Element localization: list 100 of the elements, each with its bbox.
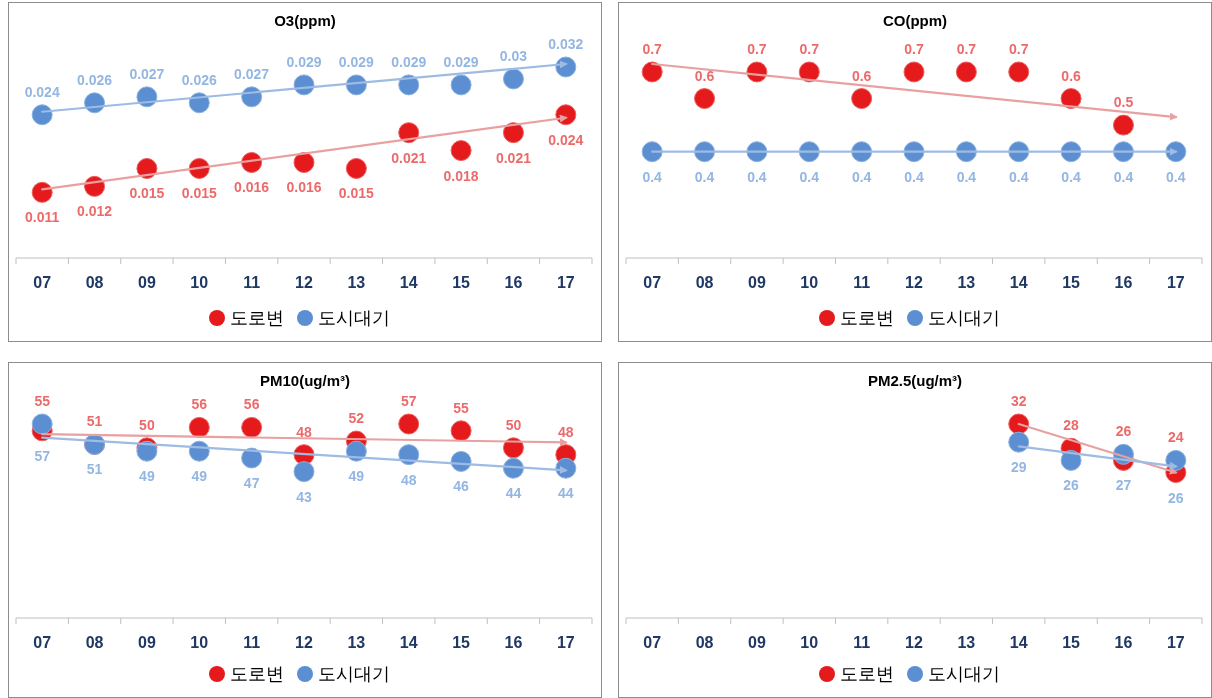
x-tick-label: 07 [643, 634, 662, 651]
data-label: 0.4 [851, 168, 872, 185]
data-label: 51 [86, 413, 103, 430]
point [31, 413, 53, 435]
point [188, 416, 210, 438]
data-label: 0.6 [851, 67, 872, 84]
point [398, 413, 420, 435]
legend-label: 도로변 [230, 664, 284, 684]
point [345, 157, 367, 179]
point [293, 151, 315, 173]
data-label: 48 [400, 471, 417, 488]
x-tick-label: 13 [347, 274, 366, 291]
data-label: 50 [139, 416, 155, 433]
data-label: 0.021 [391, 149, 427, 166]
data-label: 0.7 [1008, 40, 1029, 57]
chart-title: O3(ppm) [274, 12, 336, 29]
data-label: 32 [1010, 393, 1027, 409]
data-label: 56 [243, 396, 260, 413]
data-label: 55 [34, 393, 51, 409]
data-label: 50 [505, 416, 522, 433]
legend-label: 도시대기 [928, 308, 1000, 328]
data-label: 0.4 [694, 168, 715, 185]
x-tick-label: 12 [295, 634, 313, 651]
data-label: 44 [558, 485, 574, 502]
data-label: 0.032 [548, 35, 584, 52]
data-label: 0.4 [799, 168, 820, 185]
point [798, 61, 820, 83]
point [955, 61, 977, 83]
legend-label: 도로변 [230, 308, 284, 328]
x-tick-label: 09 [748, 274, 766, 291]
data-label: 0.5 [1113, 94, 1134, 111]
data-label: 0.6 [1061, 67, 1082, 84]
data-label: 51 [86, 461, 103, 478]
x-tick-label: 16 [504, 274, 523, 291]
x-tick-label: 10 [800, 274, 819, 291]
point [241, 416, 263, 438]
point [1008, 61, 1030, 83]
data-label: 0.016 [234, 179, 270, 196]
x-tick-label: 11 [243, 274, 261, 291]
point [851, 88, 873, 110]
point [1008, 431, 1030, 453]
x-tick-label: 15 [1062, 634, 1081, 651]
x-tick-label: 14 [399, 634, 418, 651]
data-label: 0.4 [747, 168, 767, 185]
data-label: 46 [453, 478, 470, 495]
point [1112, 114, 1134, 136]
point [293, 461, 315, 483]
data-label: 0.015 [338, 185, 375, 202]
data-label: 49 [191, 468, 208, 485]
x-tick-label: 15 [452, 634, 471, 651]
point [31, 181, 53, 203]
data-label: 29 [1010, 459, 1027, 476]
data-label: 0.027 [129, 65, 165, 82]
data-label: 0.4 [642, 168, 663, 185]
point [903, 61, 925, 83]
data-label: 57 [34, 447, 51, 464]
data-label: 0.015 [181, 185, 217, 202]
data-label: 0.029 [286, 53, 322, 70]
legend-label: 도로변 [840, 664, 894, 684]
x-tick-label: 11 [853, 274, 871, 291]
data-label: 47 [243, 475, 260, 492]
data-label: 27 [1115, 477, 1132, 494]
chart-title: CO(ppm) [882, 12, 948, 29]
x-tick-label: 07 [33, 274, 52, 291]
data-label: 26 [1115, 423, 1132, 440]
data-label: 0.6 [694, 67, 715, 84]
x-tick-label: 14 [399, 274, 418, 291]
x-tick-label: 17 [1166, 274, 1185, 291]
data-label: 0.03 [499, 47, 528, 64]
data-label: 0.4 [1061, 168, 1082, 185]
point [241, 447, 263, 469]
x-tick-label: 13 [347, 634, 366, 651]
chart-title: PM10(ug/m³) [260, 372, 350, 389]
point [502, 68, 524, 90]
x-tick-label: 09 [138, 274, 156, 291]
point [450, 74, 472, 96]
x-tick-label: 16 [504, 634, 523, 651]
data-label: 0.7 [642, 40, 663, 57]
data-label: 0.029 [443, 53, 479, 70]
x-tick-label: 08 [695, 274, 714, 291]
data-label: 0.029 [391, 53, 427, 70]
x-tick-label: 17 [556, 274, 575, 291]
legend-label: 도시대기 [318, 664, 390, 684]
x-tick-label: 15 [1062, 274, 1081, 291]
chart-title: PM2.5(ug/m³) [867, 372, 963, 389]
x-tick-label: 14 [1009, 634, 1028, 651]
x-tick-label: 11 [243, 634, 261, 651]
data-label: 0.016 [286, 179, 322, 196]
x-tick-label: 15 [452, 274, 471, 291]
data-label: 0.4 [1008, 168, 1029, 185]
x-tick-label: 12 [295, 274, 313, 291]
x-tick-label: 12 [905, 634, 923, 651]
x-tick-label: 12 [905, 274, 923, 291]
data-label: 0.029 [338, 53, 375, 70]
data-label: 0.7 [956, 40, 977, 57]
data-label: 0.021 [495, 149, 532, 166]
x-tick-label: 17 [1166, 634, 1185, 651]
x-tick-label: 07 [643, 274, 662, 291]
data-label: 0.4 [904, 168, 924, 185]
x-tick-label: 08 [85, 634, 104, 651]
